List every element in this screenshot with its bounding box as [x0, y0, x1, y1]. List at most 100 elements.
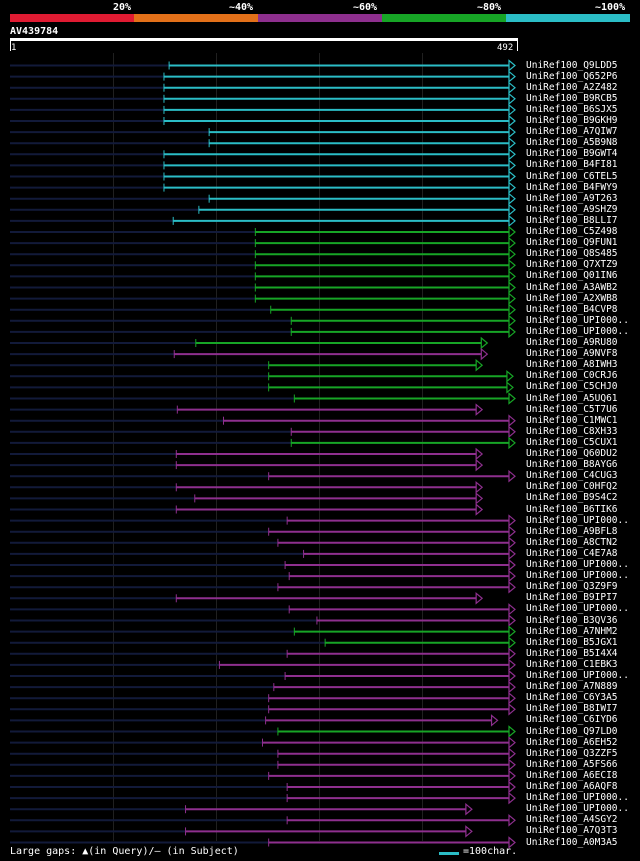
legend-label-80: ~80%	[477, 2, 502, 13]
hit-label[interactable]: UniRef100_A6ECI8	[526, 769, 618, 781]
hit-end-arrow	[508, 625, 516, 638]
hit-label[interactable]: UniRef100_A5B9N8	[526, 137, 618, 149]
hit-label[interactable]: UniRef100_UPI000..	[526, 570, 629, 582]
legend-label-60: ~60%	[353, 2, 378, 13]
hit-end-arrow	[508, 125, 516, 139]
hit-label[interactable]: UniRef100_Q97LD0	[526, 725, 618, 737]
hit-label[interactable]: UniRef100_C0CRJ6	[526, 370, 618, 382]
legend-label-40: ~40%	[229, 2, 254, 13]
hit-label[interactable]: UniRef100_B6SJX5	[526, 103, 618, 115]
hit-label[interactable]: UniRef100_UPI000..	[526, 514, 629, 526]
hit-label[interactable]: UniRef100_B3QV36	[526, 614, 618, 626]
hit-end-arrow	[475, 447, 484, 461]
hit-label[interactable]: UniRef100_A7N889	[526, 681, 618, 693]
hit-label[interactable]: UniRef100_C5CUX1	[526, 436, 618, 448]
hit-end-arrow	[508, 414, 516, 427]
hit-label[interactable]: UniRef100_A5FS66	[526, 758, 618, 770]
hit-label[interactable]: UniRef100_C5T7U6	[526, 403, 618, 415]
hit-end-arrow	[508, 148, 516, 161]
hit-label[interactable]: UniRef100_B9GKH9	[526, 115, 618, 126]
hit-label[interactable]: UniRef100_C1EBK3	[526, 658, 618, 670]
hit-label[interactable]: UniRef100_Q9FUN1	[526, 237, 618, 249]
hit-label[interactable]: UniRef100_C4CUG3	[526, 470, 618, 482]
hit-label[interactable]: UniRef100_Q3ZZF5	[526, 747, 618, 759]
legend-segment-100	[506, 14, 630, 22]
hit-label[interactable]: UniRef100_A9BFL8	[526, 525, 618, 537]
hit-label[interactable]: UniRef100_UPI000..	[526, 803, 629, 815]
hit-label[interactable]: UniRef100_A8IWH3	[526, 359, 618, 371]
hit-label[interactable]: UniRef100_C0HFQ2	[526, 481, 618, 493]
hit-label[interactable]: UniRef100_B4FWY9	[526, 181, 618, 193]
hit-end-arrow	[508, 159, 516, 172]
hit-label[interactable]: UniRef100_A7Q3T3	[526, 825, 618, 837]
hit-label[interactable]: UniRef100_B9RCB5	[526, 92, 618, 104]
hit-end-arrow	[508, 836, 516, 849]
hit-label[interactable]: UniRef100_A7QIW7	[526, 126, 618, 138]
hit-end-arrow	[508, 580, 516, 594]
hit-label[interactable]: UniRef100_B6TIK6	[526, 503, 618, 515]
hit-label[interactable]: UniRef100_B8LLI7	[526, 214, 618, 226]
hit-label[interactable]: UniRef100_UPI000..	[526, 314, 629, 326]
hit-label[interactable]: UniRef100_Q8S485	[526, 248, 618, 260]
hit-label[interactable]: UniRef100_A9T263	[526, 192, 618, 204]
grid-line-200	[216, 53, 217, 841]
hit-label[interactable]: UniRef100_B9IPI7	[526, 592, 618, 604]
hit-label[interactable]: UniRef100_C6Y3A5	[526, 692, 618, 704]
hit-label[interactable]: UniRef100_A7NHM2	[526, 625, 618, 637]
hit-label[interactable]: UniRef100_UPI000..	[526, 670, 629, 681]
hit-label[interactable]: UniRef100_Q7XTZ9	[526, 259, 618, 271]
hit-end-arrow	[508, 469, 516, 483]
hit-label[interactable]: UniRef100_Q652P6	[526, 70, 618, 82]
query-bar	[10, 38, 518, 41]
hit-label[interactable]: UniRef100_C6TEL5	[526, 170, 618, 182]
hit-end-arrow	[508, 691, 516, 705]
hit-end-arrow	[508, 103, 516, 117]
hit-label[interactable]: UniRef100_Q9LDD5	[526, 59, 618, 71]
hit-label[interactable]: UniRef100_A9NVF8	[526, 348, 618, 360]
hit-label[interactable]: UniRef100_A0M3A5	[526, 836, 618, 848]
hit-end-arrow	[475, 592, 484, 605]
hit-label[interactable]: UniRef100_A3AWB2	[526, 281, 618, 293]
query-end-label: 492	[497, 43, 514, 53]
hit-label[interactable]: UniRef100_A9SHZ9	[526, 203, 618, 215]
hit-label[interactable]: UniRef100_A5UQ61	[526, 392, 618, 404]
hit-label[interactable]: UniRef100_A2Z482	[526, 81, 618, 93]
hit-label[interactable]: UniRef100_A2XWB8	[526, 292, 618, 304]
hit-label[interactable]: UniRef100_A8CTN2	[526, 536, 618, 548]
hit-end-arrow	[480, 336, 489, 350]
hit-label[interactable]: UniRef100_B4CVP8	[526, 303, 618, 315]
hit-label[interactable]: UniRef100_Q01IN6	[526, 270, 618, 282]
hit-end-arrow	[508, 270, 516, 283]
hit-label[interactable]: UniRef100_C5CHJ0	[526, 381, 618, 393]
hit-label[interactable]: UniRef100_Q60DU2	[526, 448, 618, 459]
hit-end-arrow	[475, 492, 484, 505]
hit-end-arrow	[490, 714, 499, 727]
hit-end-arrow	[508, 392, 516, 405]
hit-end-arrow	[508, 259, 516, 272]
hit-label[interactable]: UniRef100_B4FI81	[526, 159, 618, 171]
hit-label[interactable]: UniRef100_B8AYG6	[526, 459, 618, 471]
hit-label[interactable]: UniRef100_B8IWI7	[526, 703, 618, 715]
hit-label[interactable]: UniRef100_B5JGX1	[526, 636, 618, 648]
hit-label[interactable]: UniRef100_UPI000..	[526, 325, 629, 337]
hit-label[interactable]: UniRef100_B9GWT4	[526, 148, 618, 160]
hit-label[interactable]: UniRef100_A9RU80	[526, 337, 618, 348]
hit-label[interactable]: UniRef100_UPI000..	[526, 792, 629, 804]
hit-label[interactable]: UniRef100_A6AQF8	[526, 781, 618, 792]
hit-label[interactable]: UniRef100_B9S4C2	[526, 492, 618, 504]
hit-label[interactable]: UniRef100_Q3Z9F9	[526, 581, 618, 593]
hit-end-arrow	[508, 736, 516, 749]
hit-end-arrow	[508, 281, 516, 294]
hit-label[interactable]: UniRef100_C6IYD6	[526, 714, 618, 726]
hit-label[interactable]: UniRef100_A6EH52	[526, 736, 618, 748]
hit-label[interactable]: UniRef100_C1MWC1	[526, 414, 618, 426]
hit-label[interactable]: UniRef100_UPI000..	[526, 603, 629, 615]
hit-label[interactable]: UniRef100_B5I4X4	[526, 647, 618, 659]
hit-end-arrow	[508, 636, 516, 649]
hit-label[interactable]: UniRef100_A4SGY2	[526, 814, 618, 826]
legend-label-20: 20%	[113, 2, 132, 13]
hit-label[interactable]: UniRef100_C5Z498	[526, 226, 618, 237]
hit-label[interactable]: UniRef100_UPI000..	[526, 559, 629, 570]
hit-label[interactable]: UniRef100_C4E7A8	[526, 547, 618, 559]
hit-label[interactable]: UniRef100_C8XH33	[526, 425, 618, 437]
